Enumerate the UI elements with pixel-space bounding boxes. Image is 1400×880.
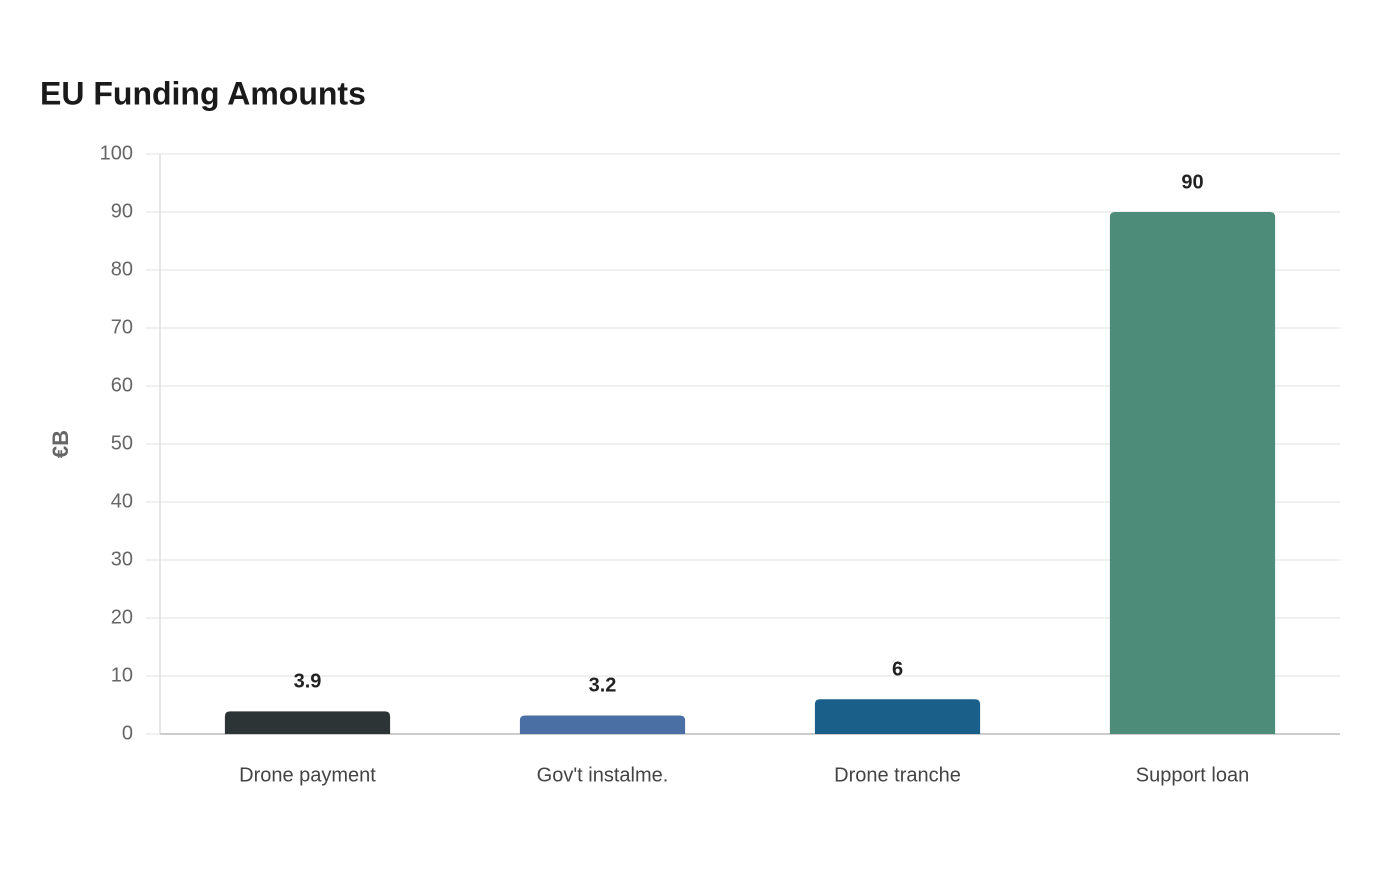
bar	[519, 715, 686, 734]
y-tick-label: 20	[111, 606, 133, 628]
x-tick-label: Drone payment	[239, 764, 376, 786]
x-tick-label: Drone tranche	[834, 764, 961, 786]
y-tick-label: 70	[111, 316, 133, 338]
y-axis-label: €B	[48, 430, 73, 458]
y-tick-label: 10	[111, 664, 133, 686]
y-tick-label: 60	[111, 374, 133, 396]
value-label: 3.9	[294, 671, 322, 693]
x-tick-label: Gov't instalme.	[537, 764, 669, 786]
y-tick-label: 0	[122, 722, 133, 744]
chart-title: EU Funding Amounts	[40, 75, 366, 111]
y-tick-label: 100	[100, 142, 133, 164]
y-tick-label: 80	[111, 258, 133, 280]
value-label: 3.2	[589, 675, 617, 697]
value-label: 90	[1181, 171, 1203, 193]
bar	[1109, 212, 1276, 734]
y-tick-label: 40	[111, 490, 133, 512]
y-tick-label: 30	[111, 548, 133, 570]
bar	[224, 711, 391, 734]
y-tick-label: 90	[111, 200, 133, 222]
x-tick-label: Support loan	[1136, 764, 1249, 786]
value-label: 6	[892, 658, 903, 680]
y-tick-label: 50	[111, 432, 133, 454]
bar	[814, 699, 981, 734]
